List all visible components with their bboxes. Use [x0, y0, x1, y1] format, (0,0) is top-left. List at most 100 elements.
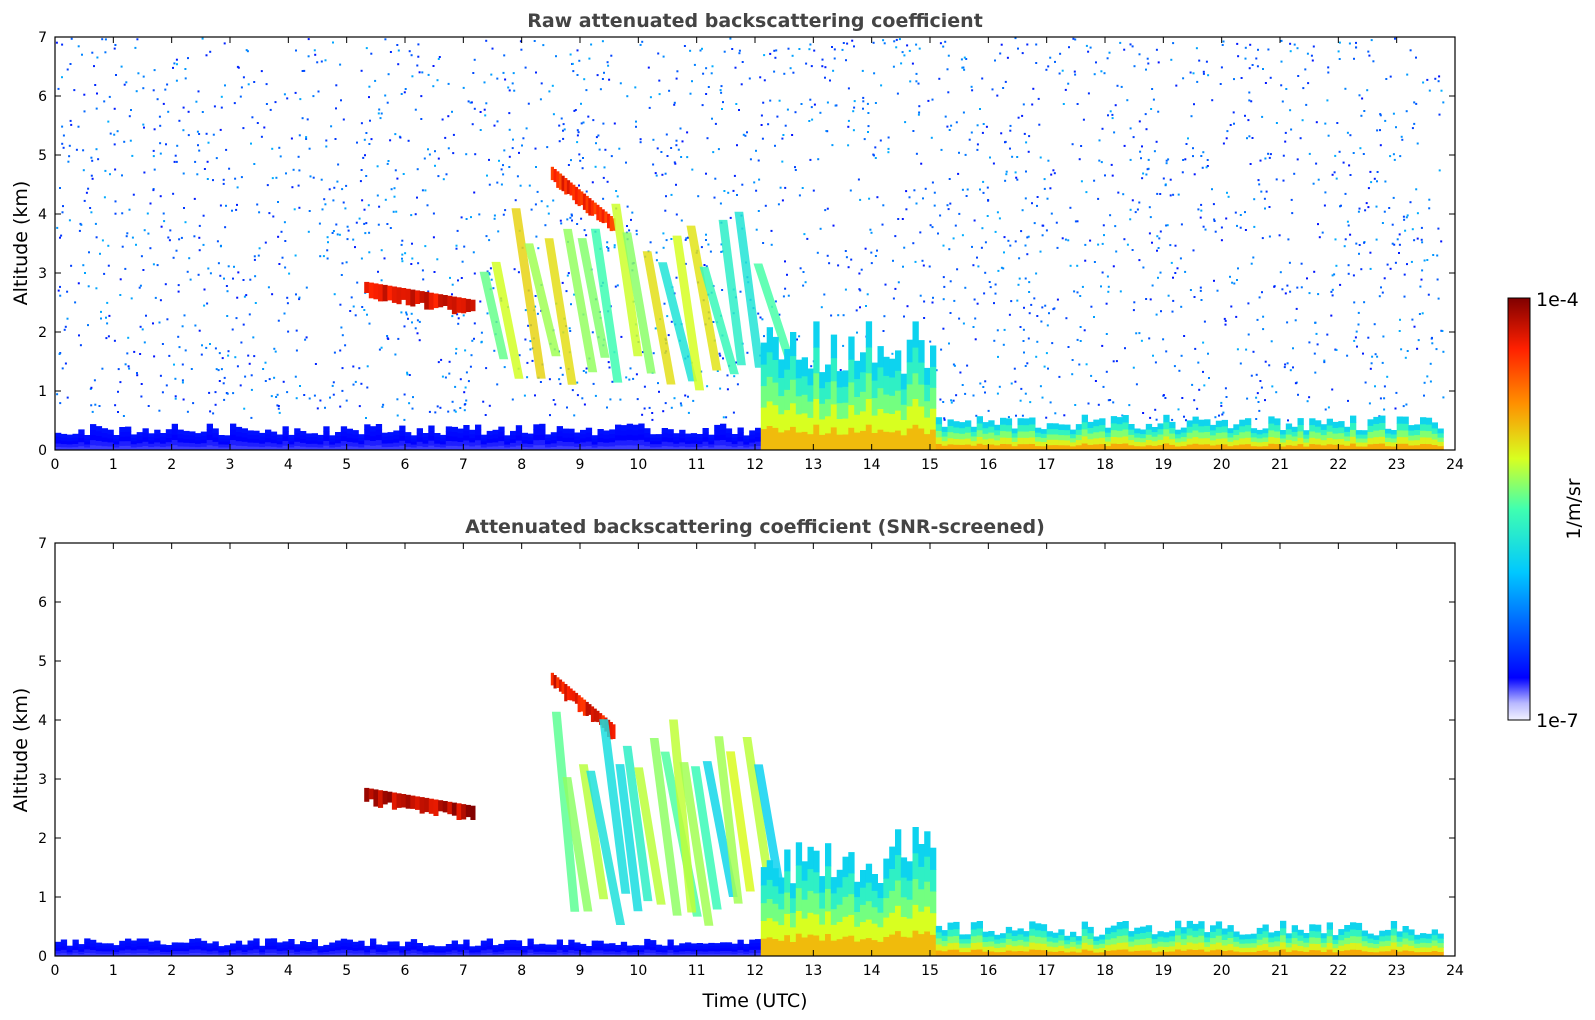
heatmap-cell [690, 436, 698, 441]
heatmap-cell [139, 284, 142, 287]
heatmap-cell [569, 53, 572, 56]
heatmap-cell [582, 699, 587, 716]
heatmap-cell [447, 115, 450, 118]
heatmap-cell [491, 47, 494, 50]
heatmap-cell [190, 368, 193, 370]
heatmap-cell [574, 950, 581, 954]
heatmap-cell [952, 237, 955, 240]
heatmap-cell [146, 212, 149, 215]
heatmap-cell [1396, 429, 1403, 438]
heatmap-cell [1122, 436, 1129, 444]
heatmap-cell [1215, 420, 1223, 428]
heatmap-cell [1184, 270, 1187, 273]
heatmap-cell [214, 391, 217, 394]
heatmap-cell [632, 949, 639, 953]
heatmap-cell [107, 335, 110, 338]
heatmap-cell [871, 397, 878, 416]
heatmap-cell [1414, 429, 1421, 436]
heatmap-cell [1129, 218, 1132, 221]
x-tick-label: 21 [1271, 457, 1289, 473]
heatmap-cell [98, 405, 101, 407]
heatmap-cell [591, 181, 594, 184]
heatmap-cell [1264, 157, 1267, 160]
heatmap-cell [836, 434, 843, 450]
y-tick-label: 0 [38, 443, 47, 459]
heatmap-cell [440, 437, 447, 442]
heatmap-cell [689, 49, 692, 52]
heatmap-cell [981, 77, 984, 80]
heatmap-cell [1221, 413, 1224, 416]
heatmap-cell [824, 209, 827, 212]
heatmap-cell [434, 436, 441, 441]
heatmap-cell [1315, 332, 1318, 335]
heatmap-cell [300, 953, 307, 956]
heatmap-cell [620, 944, 628, 948]
heatmap-cell [825, 910, 832, 934]
heatmap-cell [469, 948, 476, 951]
heatmap-cell [632, 444, 639, 450]
heatmap-cell [1169, 178, 1172, 181]
heatmap-cell [346, 441, 353, 447]
heatmap-cell [591, 331, 594, 334]
heatmap-cell [447, 410, 450, 413]
heatmap-cell [651, 418, 654, 421]
heatmap-cell [520, 48, 523, 51]
heatmap-cell [666, 315, 669, 318]
heatmap-cell [1274, 443, 1281, 450]
heatmap-cell [1000, 946, 1007, 952]
heatmap-cell [181, 381, 184, 384]
heatmap-cell [322, 255, 325, 258]
heatmap-cell [187, 110, 190, 113]
heatmap-cell [755, 436, 762, 442]
heatmap-cell [171, 942, 178, 946]
heatmap-cell [93, 65, 95, 68]
heatmap-cell [550, 953, 558, 956]
heatmap-cell [1233, 434, 1240, 441]
heatmap-cell [643, 407, 646, 410]
heatmap-cell [201, 37, 204, 40]
heatmap-cell [802, 271, 805, 273]
heatmap-cell [1398, 330, 1401, 332]
heatmap-cell [830, 908, 838, 925]
heatmap-cell [66, 443, 73, 448]
heatmap-cell [1355, 430, 1363, 435]
heatmap-cell [1094, 380, 1097, 382]
heatmap-cell [119, 427, 126, 433]
heatmap-cell [661, 947, 668, 951]
heatmap-cell [577, 131, 580, 134]
heatmap-cell [954, 224, 957, 227]
heatmap-cell [1035, 936, 1042, 944]
heatmap-cell [136, 374, 139, 377]
heatmap-cell [1116, 417, 1123, 425]
heatmap-cell [714, 943, 721, 947]
heatmap-cell [580, 953, 587, 956]
heatmap-cell [381, 405, 384, 408]
heatmap-cell [277, 319, 280, 322]
heatmap-cell [1052, 439, 1059, 446]
heatmap-cell [264, 380, 267, 382]
heatmap-cell [270, 938, 278, 943]
heatmap-cell [655, 440, 663, 445]
heatmap-cell [679, 945, 686, 949]
heatmap-cell [116, 130, 119, 133]
heatmap-cell [498, 951, 505, 954]
heatmap-cell [1358, 252, 1360, 255]
heatmap-cell [364, 434, 371, 441]
heatmap-cell [470, 805, 476, 820]
heatmap-cell [178, 238, 181, 241]
heatmap-cell [305, 953, 313, 956]
heatmap-cell [1391, 223, 1394, 226]
heatmap-cell [1226, 130, 1229, 133]
heatmap-cell [626, 429, 633, 435]
heatmap-cell [965, 420, 972, 427]
heatmap-cell [943, 418, 946, 421]
heatmap-cell [1074, 404, 1077, 406]
heatmap-cell [82, 169, 85, 172]
heatmap-cell [1357, 311, 1360, 314]
heatmap-cell [1058, 72, 1061, 75]
heatmap-cell [1406, 73, 1409, 76]
heatmap-cell [959, 438, 966, 445]
heatmap-cell [153, 168, 156, 171]
heatmap-cell [331, 384, 334, 387]
heatmap-cell [918, 340, 925, 363]
